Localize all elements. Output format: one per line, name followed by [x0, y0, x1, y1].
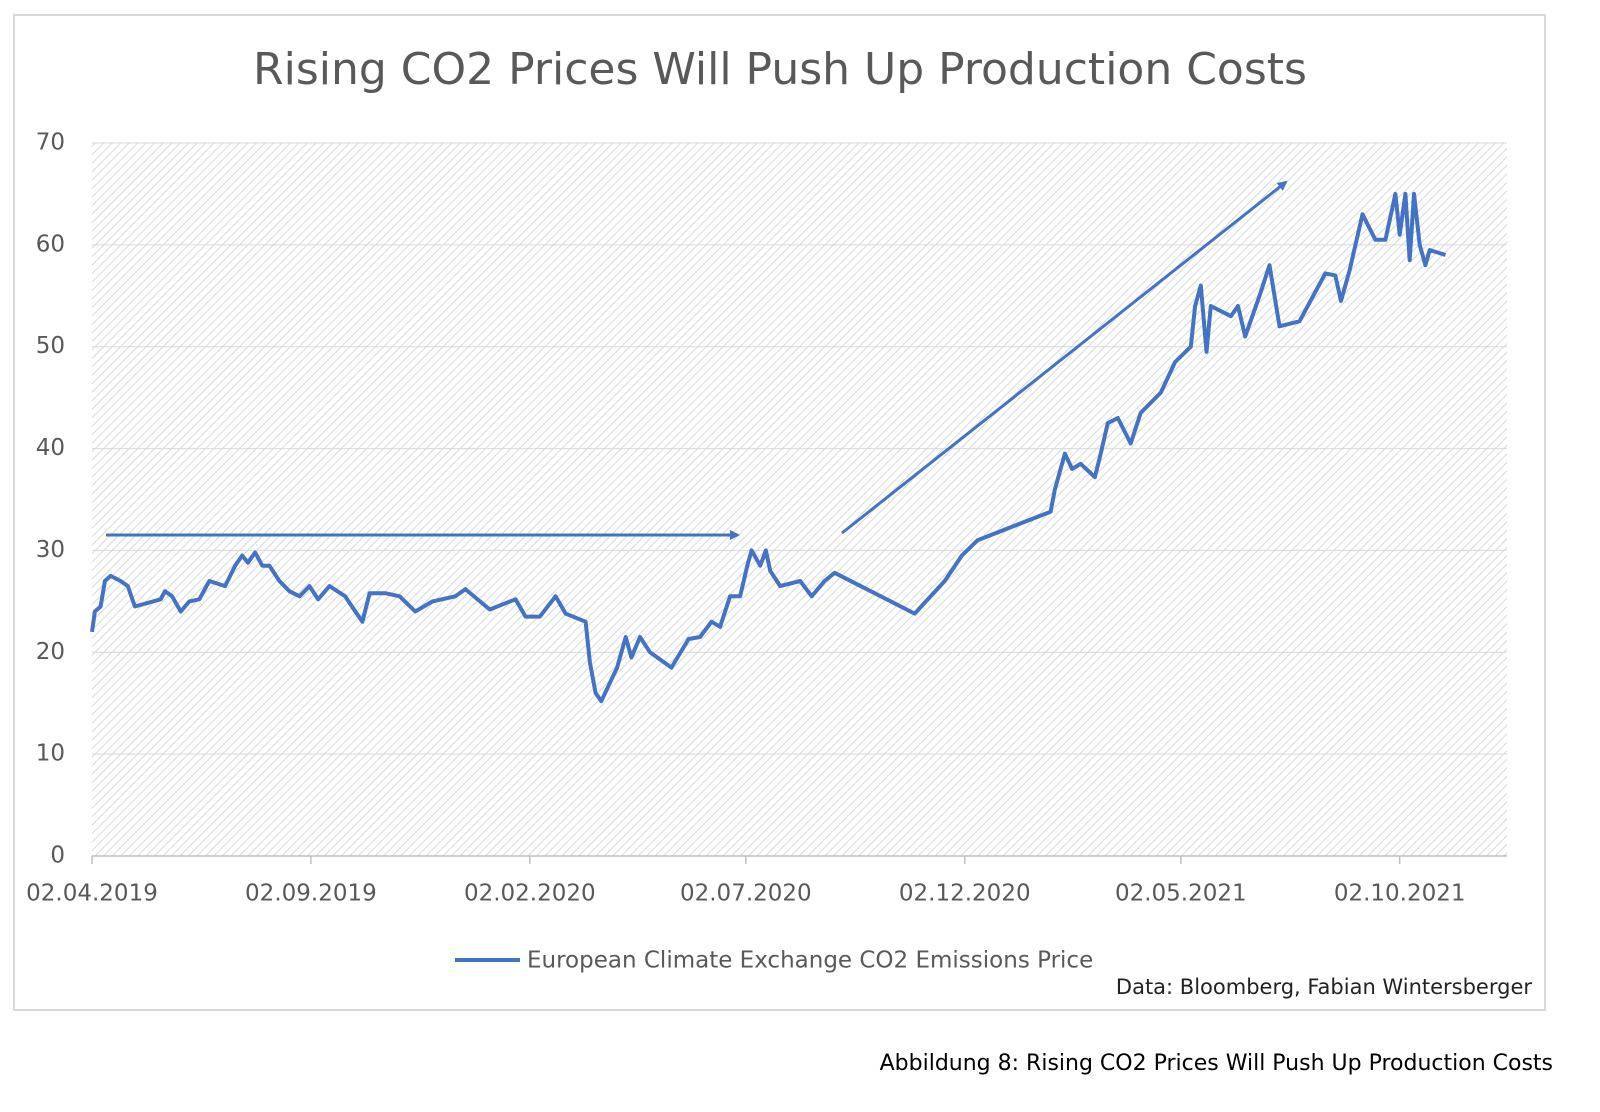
x-tick-label: 02.12.2020: [899, 881, 1031, 907]
source: Data: Bloomberg, Fabian Wintersberger: [1116, 975, 1532, 999]
x-tick-label: 02.09.2019: [245, 881, 377, 907]
plot-area: [92, 143, 1507, 856]
y-tick-label: 0: [50, 843, 65, 869]
x-tick-label: 02.10.2021: [1334, 881, 1466, 907]
y-tick-label: 30: [36, 537, 65, 563]
y-tick-label: 40: [36, 435, 65, 461]
data-line: [90, 191, 1447, 704]
chart-title: Rising CO2 Prices Will Push Up Productio…: [253, 44, 1307, 95]
caption: Abbildung 8: Rising CO2 Prices Will Push…: [880, 1051, 1553, 1076]
arrow: [841, 180, 1288, 535]
x-tick-label: 02.02.2020: [464, 881, 596, 907]
legend-label: European Climate Exchange CO2 Emissions …: [527, 948, 1093, 974]
y-tick-label: 10: [36, 741, 65, 767]
y-tick-label: 20: [36, 639, 65, 665]
x-tick-label: 02.04.2019: [26, 881, 158, 907]
y-tick-label: 60: [36, 231, 65, 257]
y-tick-label: 70: [36, 130, 65, 156]
x-tick-label: 02.05.2021: [1115, 881, 1247, 907]
x-tick-label: 02.07.2020: [680, 881, 812, 907]
y-tick-label: 50: [36, 333, 65, 359]
